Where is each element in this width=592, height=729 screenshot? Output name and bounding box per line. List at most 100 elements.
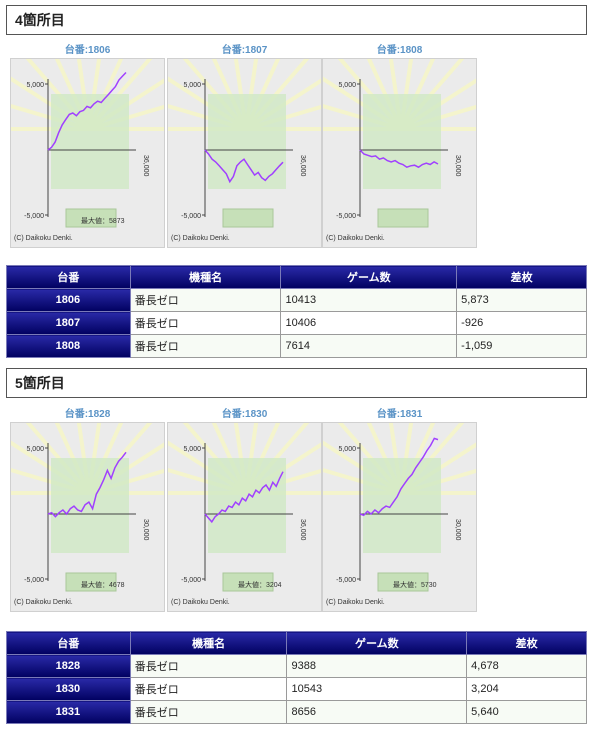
diff-value: -1,059: [456, 334, 587, 358]
backdrop-panel: [51, 94, 129, 189]
header-number: 台番: [6, 265, 131, 289]
graph-svg: 5,000 -5,000 36,000: [168, 59, 321, 228]
copyright-text: (C) Daikoku Denki.: [326, 599, 385, 606]
x-axis-label: 30,000: [454, 519, 461, 541]
series-line: [47, 451, 127, 518]
table-row[interactable]: 1807 番長ゼロ 10406 -926: [6, 311, 587, 335]
y-tick-label: 5,000: [26, 446, 44, 453]
model-name: 番長ゼロ: [129, 334, 282, 358]
backdrop-tray: [377, 208, 429, 228]
copyright-text: (C) Daikoku Denki.: [14, 235, 73, 242]
header-number: 台番: [6, 631, 131, 655]
y-tick-label: 5,000: [338, 446, 356, 453]
backdrop-panel: [208, 94, 286, 189]
machine-number[interactable]: 1808: [6, 334, 131, 358]
game-count: 9388: [286, 654, 468, 678]
y-tick-label: 5,000: [26, 82, 44, 89]
graph-1807[interactable]: 台番:1807 5,000 -5,000 36,000 (C) Daikoku De…: [167, 44, 322, 248]
series-line: [359, 149, 439, 169]
graph-svg: 5,000 -5,000 30,000: [323, 59, 476, 228]
copyright-text: (C) Daikoku Denki.: [326, 235, 385, 242]
x-axis-label: 36,000: [142, 155, 149, 177]
graph-title: 台番:1806: [64, 45, 111, 56]
y-tick-label: -5,000: [24, 577, 44, 584]
copyright-text: (C) Daikoku Denki.: [171, 599, 230, 606]
series-line: [204, 471, 284, 524]
slot-graph: 5,000 -5,000 36,000 (C) Daikoku Denki.: [167, 58, 322, 248]
machine-number[interactable]: 1828: [6, 654, 131, 678]
game-count: 8656: [286, 700, 468, 724]
header-games: ゲーム数: [286, 631, 468, 655]
game-count: 10406: [280, 311, 458, 335]
table-row[interactable]: 1828 番長ゼロ 9388 4,678: [6, 654, 587, 678]
slot-graph: 5,000 -5,000 30,000 (C) Daikoku Denki.: [322, 58, 477, 248]
copyright-text: (C) Daikoku Denki.: [14, 599, 73, 606]
model-name: 番長ゼロ: [129, 311, 282, 335]
table-row[interactable]: 1831 番長ゼロ 8656 5,640: [6, 700, 587, 724]
header-model: 機種名: [129, 631, 288, 655]
y-tick-label: -5,000: [24, 213, 44, 220]
slot-graph: 5,000 -5,000 36,000 (C) Daikoku Denki. 最大値…: [10, 58, 165, 248]
slot-graph: 5,000 -5,000 30,000 (C) Daikoku Denki. 最大値…: [10, 422, 165, 612]
model-name: 番長ゼロ: [129, 677, 288, 701]
graph-1831[interactable]: 台番:1831 5,000 -5,000 30,000 (C) Daikoku De…: [322, 408, 477, 612]
slot-graph: 5,000 -5,000 30,000 (C) Daikoku Denki. 最大値…: [322, 422, 477, 612]
machine-table: 台番 機種名 ゲーム数 差枚 1806 番長ゼロ 10413 5,873 180…: [6, 265, 587, 358]
y-tick-label: 5,000: [183, 82, 201, 89]
max-value: 最大値：5873: [81, 218, 125, 225]
y-tick-label: 5,000: [338, 82, 356, 89]
x-axis-label: 36,000: [299, 519, 306, 541]
y-tick-label: -5,000: [181, 577, 201, 584]
y-tick-label: -5,000: [336, 213, 356, 220]
series-line: [204, 149, 284, 184]
section-title: 5箇所目: [6, 368, 587, 398]
section-title: 4箇所目: [6, 5, 587, 35]
backdrop-tray: [377, 572, 429, 592]
max-value: 最大値：3204: [238, 582, 282, 589]
backdrop-panel: [363, 458, 441, 553]
machine-table: 台番 機種名 ゲーム数 差枚 1828 番長ゼロ 9388 4,678 1830…: [6, 631, 587, 724]
graph-1828[interactable]: 台番:1828 5,000 -5,000 30,000 (C) Daikoku De…: [10, 408, 165, 612]
graph-svg: 5,000 -5,000 30,000: [323, 423, 476, 592]
max-value: 最大値：4678: [81, 582, 125, 589]
graph-1830[interactable]: 台番:1830 5,000 -5,000 36,000 (C) Daikoku De…: [167, 408, 322, 612]
backdrop-panel: [363, 94, 441, 189]
max-value: 最大値：5730: [393, 582, 437, 589]
diff-value: 3,204: [466, 677, 587, 701]
model-name: 番長ゼロ: [129, 700, 288, 724]
header-games: ゲーム数: [280, 265, 458, 289]
y-tick-label: -5,000: [336, 577, 356, 584]
backdrop-tray: [65, 208, 117, 228]
graph-title: 台番:1808: [376, 45, 423, 56]
graph-1806[interactable]: 台番:1806 5,000 -5,000 36,000 (C) Daikoku De…: [10, 44, 165, 248]
x-axis-label: 30,000: [454, 155, 461, 177]
diff-value: 5,640: [466, 700, 587, 724]
machine-number[interactable]: 1831: [6, 700, 131, 724]
machine-number[interactable]: 1807: [6, 311, 131, 335]
machine-number[interactable]: 1830: [6, 677, 131, 701]
graph-svg: 5,000 -5,000 36,000: [168, 423, 321, 592]
backdrop-tray: [222, 208, 274, 228]
header-diff: 差枚: [456, 265, 587, 289]
series-line: [47, 71, 127, 151]
table-row[interactable]: 1806 番長ゼロ 10413 5,873: [6, 288, 587, 312]
x-axis-label: 36,000: [299, 155, 306, 177]
game-count: 10543: [286, 677, 468, 701]
machine-number[interactable]: 1806: [6, 288, 131, 312]
header-diff: 差枚: [466, 631, 587, 655]
graph-1808[interactable]: 台番:1808 5,000 -5,000 30,000 (C) Daikoku De…: [322, 44, 477, 248]
y-tick-label: -5,000: [181, 213, 201, 220]
diff-value: 4,678: [466, 654, 587, 678]
series-line: [359, 437, 439, 517]
graph-title: 台番:1807: [221, 45, 268, 56]
graph-title: 台番:1828: [64, 409, 111, 420]
header-model: 機種名: [129, 265, 282, 289]
graph-title: 台番:1830: [221, 409, 268, 420]
copyright-text: (C) Daikoku Denki.: [171, 235, 230, 242]
diff-value: -926: [456, 311, 587, 335]
game-count: 10413: [280, 288, 458, 312]
graph-svg: 5,000 -5,000 30,000: [11, 423, 164, 592]
table-row[interactable]: 1830 番長ゼロ 10543 3,204: [6, 677, 587, 701]
table-row[interactable]: 1808 番長ゼロ 7614 -1,059: [6, 334, 587, 358]
backdrop-tray: [222, 572, 274, 592]
